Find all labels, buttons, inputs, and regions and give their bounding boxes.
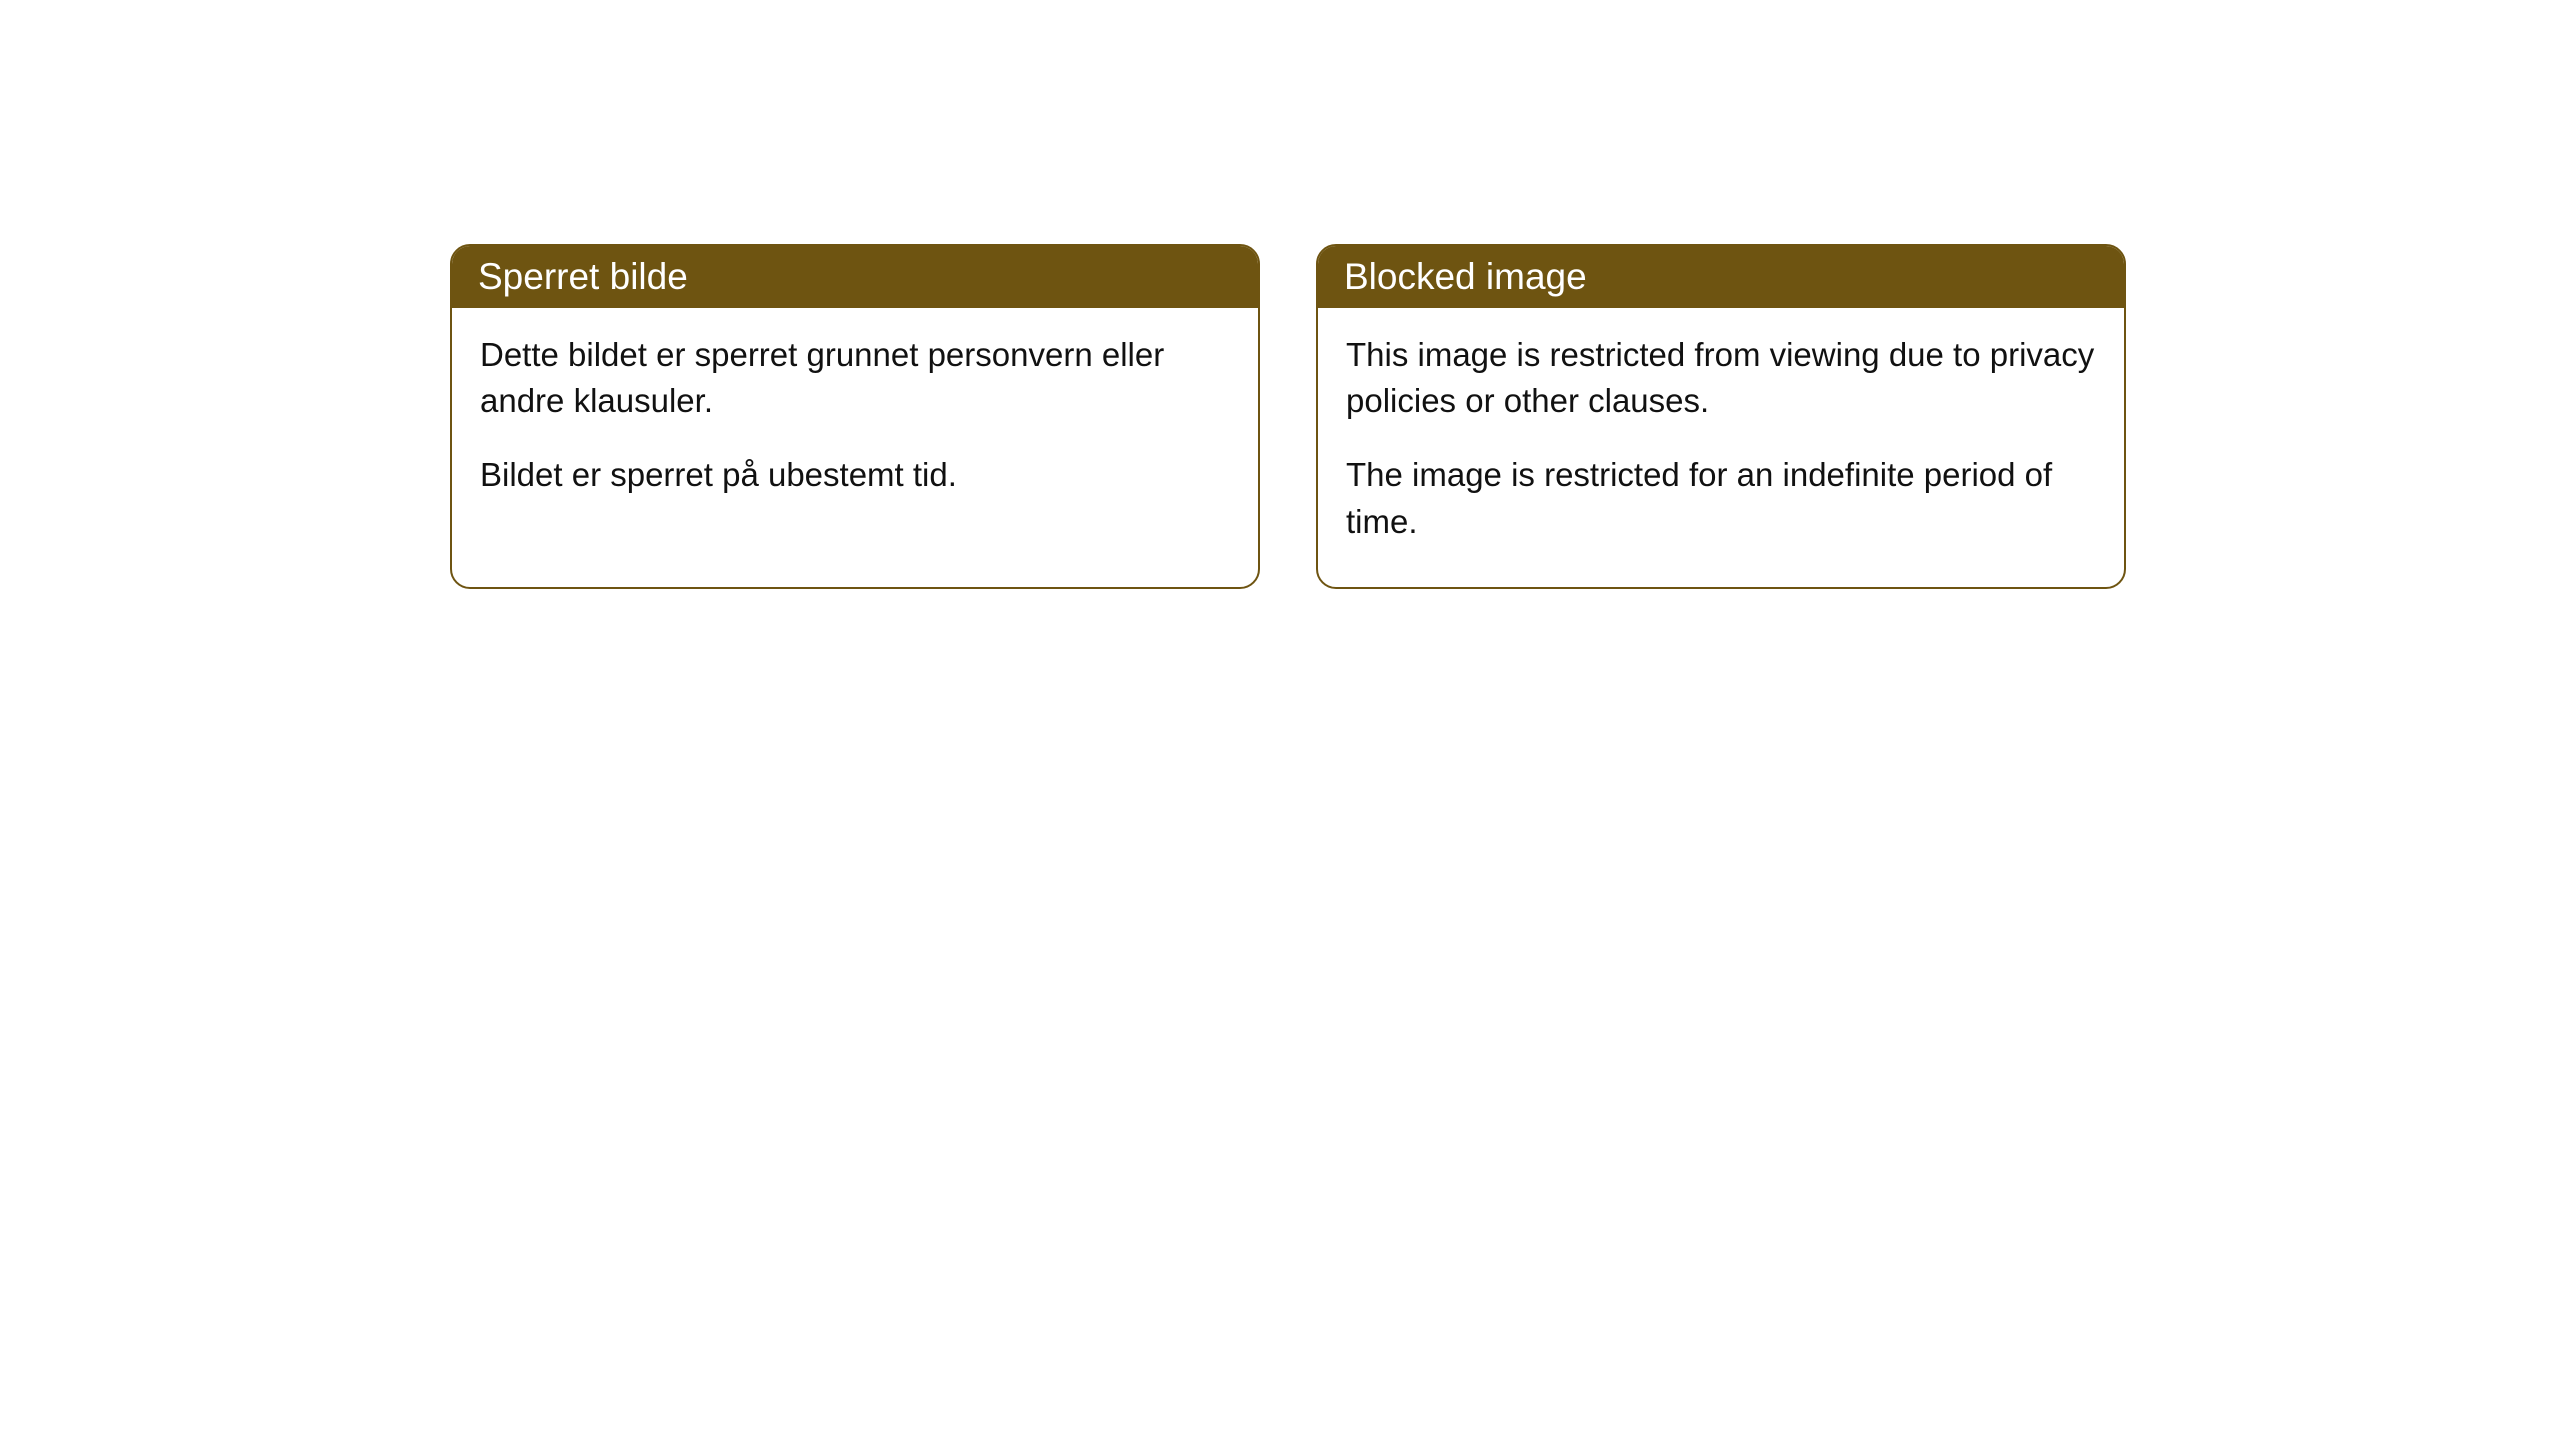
card-norwegian: Sperret bilde Dette bildet er sperret gr… <box>450 244 1260 589</box>
card-text-norwegian-2: Bildet er sperret på ubestemt tid. <box>480 452 1230 498</box>
card-header-norwegian: Sperret bilde <box>452 246 1258 308</box>
cards-container: Sperret bilde Dette bildet er sperret gr… <box>450 244 2126 589</box>
card-english: Blocked image This image is restricted f… <box>1316 244 2126 589</box>
card-body-norwegian: Dette bildet er sperret grunnet personve… <box>452 308 1258 541</box>
card-text-english-2: The image is restricted for an indefinit… <box>1346 452 2096 544</box>
card-body-english: This image is restricted from viewing du… <box>1318 308 2124 587</box>
card-header-english: Blocked image <box>1318 246 2124 308</box>
card-text-english-1: This image is restricted from viewing du… <box>1346 332 2096 424</box>
card-text-norwegian-1: Dette bildet er sperret grunnet personve… <box>480 332 1230 424</box>
